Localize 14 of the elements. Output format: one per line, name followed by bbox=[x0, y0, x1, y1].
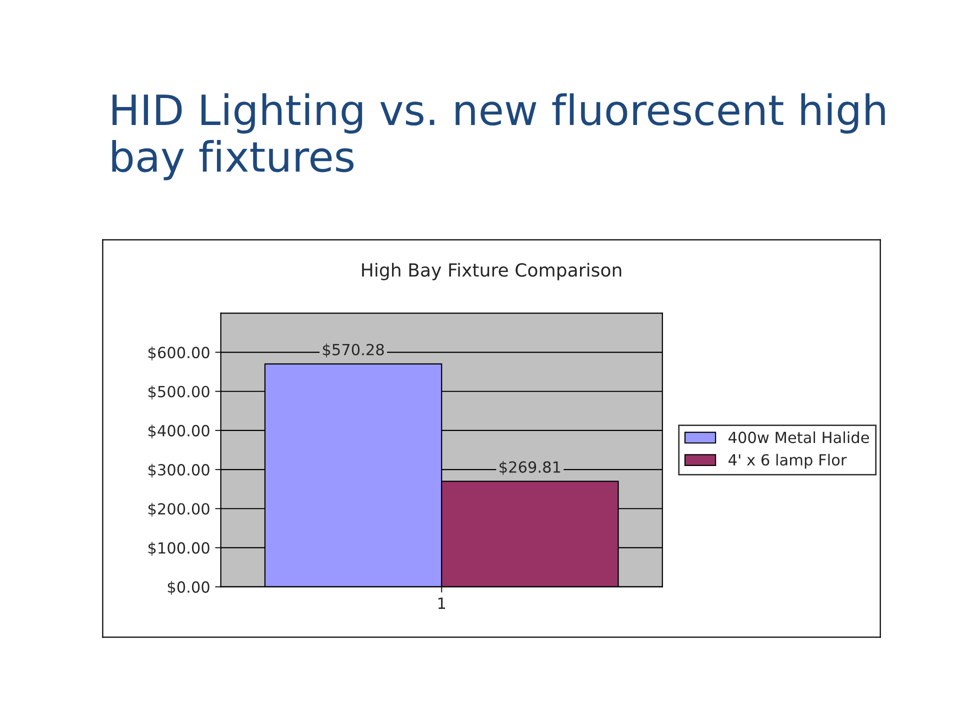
y-tick-label: $600.00 bbox=[148, 346, 210, 360]
y-tick-label: $500.00 bbox=[148, 386, 210, 400]
y-tick-label: $200.00 bbox=[148, 502, 210, 517]
y-tick-label: $100.00 bbox=[148, 542, 210, 556]
legend-label: 400w Metal Halide bbox=[728, 431, 869, 444]
y-tick-label: $300.00 bbox=[148, 464, 210, 478]
data-label: $570.28 bbox=[322, 344, 384, 358]
chart-subtitle: High Bay Fixture Comparison bbox=[362, 262, 622, 280]
y-tick-label: $0.00 bbox=[168, 580, 210, 595]
chart-title: HID Lighting vs. new fluorescent high bay fixtures bbox=[112, 93, 885, 180]
legend-label: 4' x 6 lamp Flor bbox=[728, 454, 847, 469]
data-label: $269.81 bbox=[500, 461, 560, 475]
x-tick-label: 1 bbox=[438, 598, 446, 609]
y-tick-label: $400.00 bbox=[148, 424, 210, 439]
